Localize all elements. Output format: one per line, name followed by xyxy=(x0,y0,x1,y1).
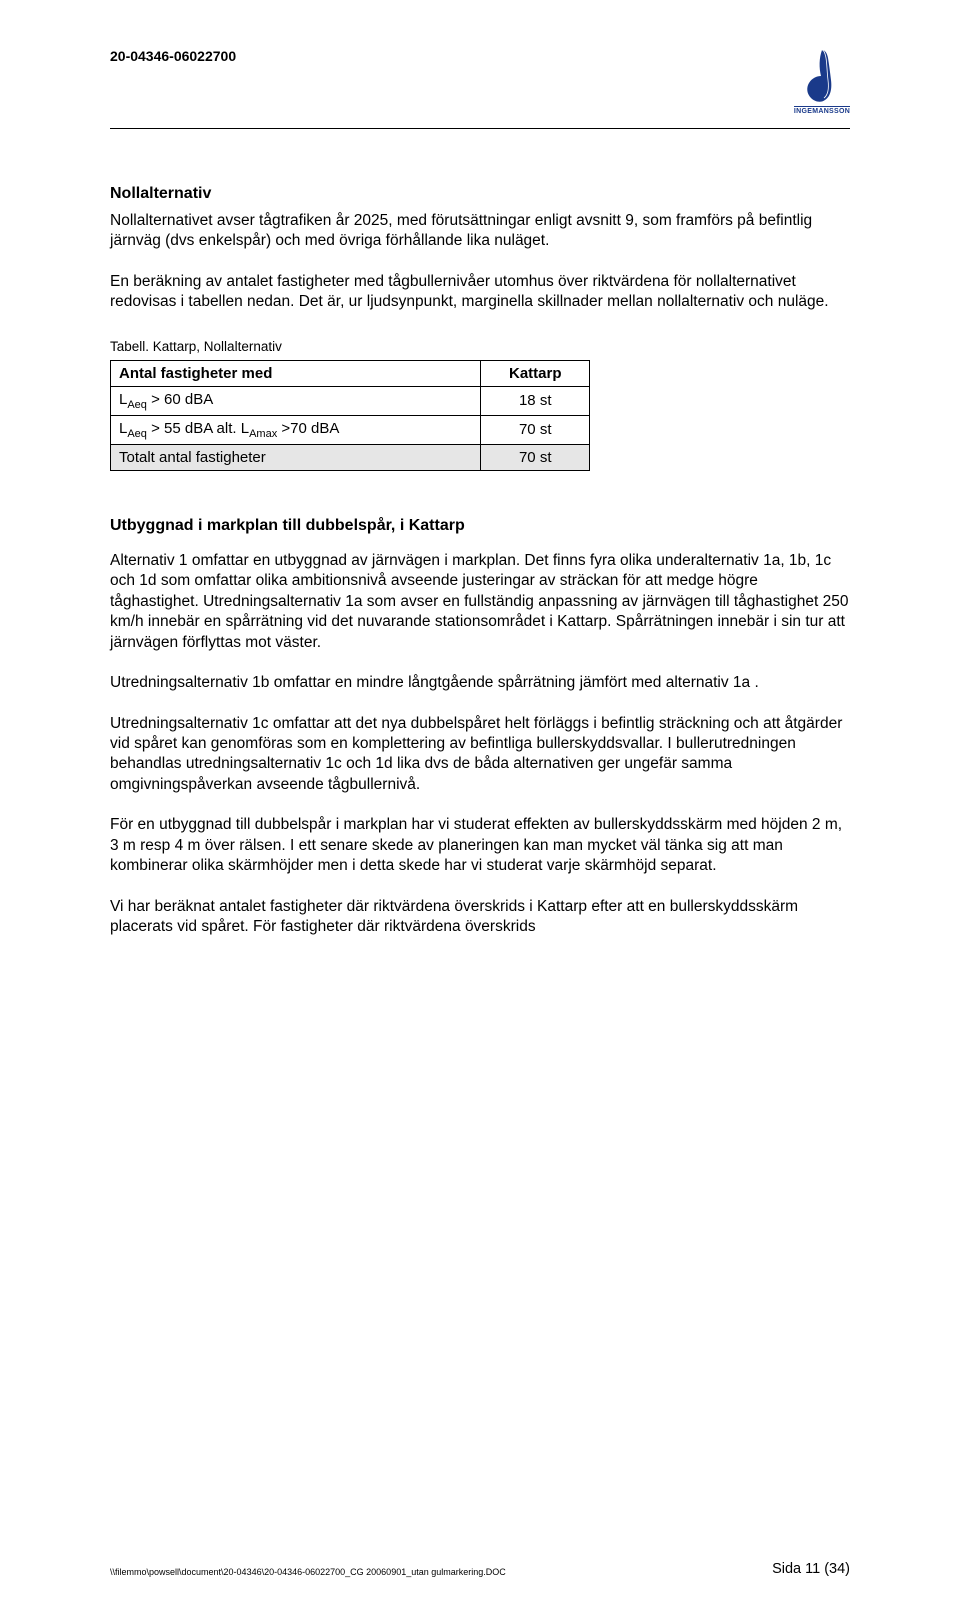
shell-icon xyxy=(801,48,843,104)
table-cell: LAeq > 55 dBA alt. LAmax >70 dBA xyxy=(111,415,481,444)
table-cell: Totalt antal fastigheter xyxy=(111,444,481,470)
document-id: 20-04346-06022700 xyxy=(110,48,236,64)
paragraph: En beräkning av antalet fastigheter med … xyxy=(110,272,850,313)
table-header-cell: Kattarp xyxy=(481,360,590,386)
paragraph: Alternativ 1 omfattar en utbyggnad av jä… xyxy=(110,551,850,653)
paragraph: Nollalternativet avser tågtrafiken år 20… xyxy=(110,211,850,252)
footer-filepath: \\filemmo\powsell\document\20-04346\20-0… xyxy=(110,1567,506,1577)
paragraph: Vi har beräknat antalet fastigheter där … xyxy=(110,897,850,938)
page-header: 20-04346-06022700 INGEMANSSON xyxy=(110,48,850,120)
table-row-total: Totalt antal fastigheter 70 st xyxy=(111,444,590,470)
table-cell: LAeq > 60 dBA xyxy=(111,386,481,415)
company-logo: INGEMANSSON xyxy=(794,48,850,120)
paragraph: Utredningsalternativ 1b omfattar en mind… xyxy=(110,673,850,693)
section-heading-nollalternativ: Nollalternativ xyxy=(110,185,850,203)
table-cell: 70 st xyxy=(481,444,590,470)
section-heading-utbyggnad: Utbyggnad i markplan till dubbelspår, i … xyxy=(110,517,850,535)
table-caption: Tabell. Kattarp, Nollalternativ xyxy=(110,339,850,354)
logo-label: INGEMANSSON xyxy=(794,106,850,115)
table-header-cell: Antal fastigheter med xyxy=(111,360,481,386)
table-row: LAeq > 55 dBA alt. LAmax >70 dBA 70 st xyxy=(111,415,590,444)
header-divider xyxy=(110,128,850,129)
table-row: LAeq > 60 dBA 18 st xyxy=(111,386,590,415)
table-header-row: Antal fastigheter med Kattarp xyxy=(111,360,590,386)
paragraph: Utredningsalternativ 1c omfattar att det… xyxy=(110,714,850,796)
page-footer: \\filemmo\powsell\document\20-04346\20-0… xyxy=(110,1561,850,1577)
document-page: 20-04346-06022700 INGEMANSSON Nollaltern… xyxy=(0,0,960,1613)
paragraph: För en utbyggnad till dubbelspår i markp… xyxy=(110,815,850,876)
footer-page-number: Sida 11 (34) xyxy=(772,1561,850,1577)
table-cell: 70 st xyxy=(481,415,590,444)
table-cell: 18 st xyxy=(481,386,590,415)
properties-table: Antal fastigheter med Kattarp LAeq > 60 … xyxy=(110,360,590,471)
